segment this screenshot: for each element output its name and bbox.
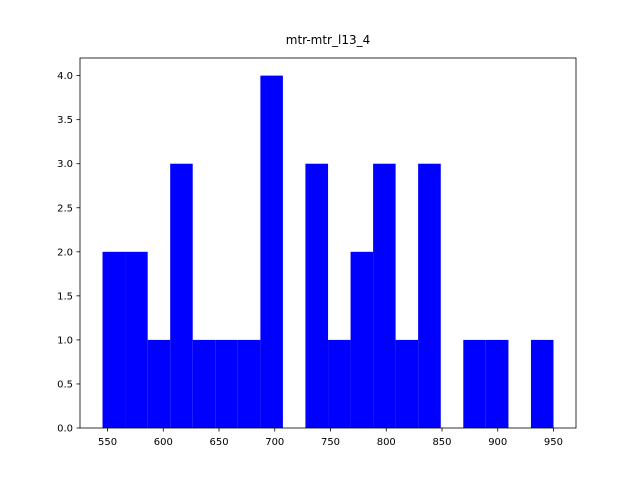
bar (328, 339, 351, 428)
x-tick-label: 550 (98, 437, 117, 448)
bar (192, 339, 216, 428)
bar (373, 163, 396, 428)
x-tick-label: 650 (209, 437, 228, 448)
bar (170, 163, 193, 428)
bar (530, 339, 554, 428)
bar (125, 251, 148, 428)
bar (463, 339, 486, 428)
bar (395, 339, 419, 428)
bar (485, 339, 509, 428)
bar (418, 163, 441, 428)
x-tick-label: 950 (544, 437, 563, 448)
bar (215, 339, 238, 428)
y-tick-label: 4.0 (57, 71, 73, 82)
plot-frame (79, 57, 577, 429)
y-tick-label: 0.5 (57, 379, 73, 390)
x-tick-label: 850 (432, 437, 451, 448)
bar (102, 251, 126, 428)
bar (147, 339, 171, 428)
bar (237, 339, 261, 428)
y-tick-label: 2.5 (57, 203, 73, 214)
y-tick-label: 0.0 (57, 424, 73, 435)
y-tick-label: 1.0 (57, 335, 73, 346)
bar (350, 251, 374, 428)
y-tick-label: 2.0 (57, 247, 73, 258)
y-tick-label: 1.5 (57, 291, 73, 302)
x-tick-label: 600 (154, 437, 173, 448)
bar (305, 163, 329, 428)
x-tick-label: 900 (488, 437, 507, 448)
x-tick-label: 800 (377, 437, 396, 448)
bar (260, 75, 283, 428)
x-tick-label: 700 (265, 437, 284, 448)
x-tick-label: 750 (321, 437, 340, 448)
y-tick-label: 3.0 (57, 159, 73, 170)
y-tick-label: 3.5 (57, 115, 73, 126)
chart-title: mtr-mtr_l13_4 (286, 33, 370, 47)
